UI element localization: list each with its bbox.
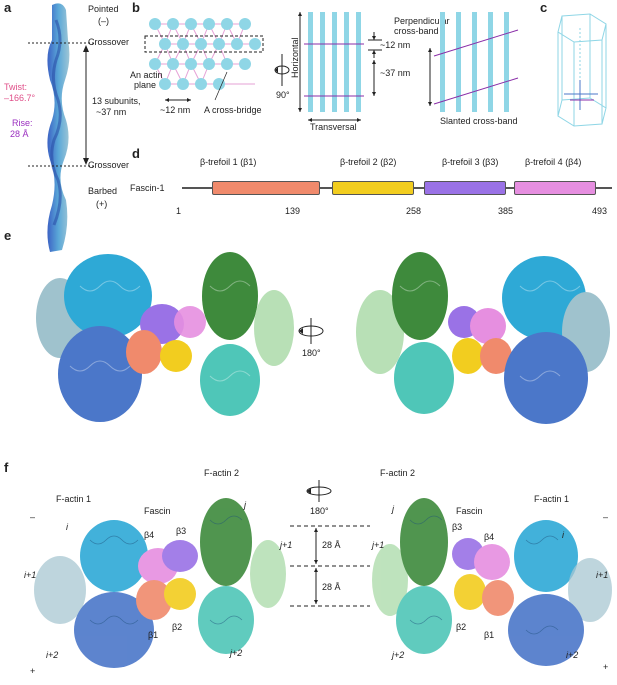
- twist-value: –166.7°: [4, 93, 36, 103]
- barbed-sign: (+): [96, 199, 108, 209]
- rotation-icon-f: [306, 480, 332, 502]
- rotation-90-label: 90°: [276, 90, 290, 100]
- rotation-180-f: 180°: [310, 506, 329, 516]
- minus-right: –: [603, 512, 609, 522]
- spacing-12nm-label: ~12 nm: [160, 105, 191, 115]
- panel-label-d: d: [132, 146, 140, 161]
- subunits-line1: 13 subunits,: [92, 96, 141, 106]
- rotation-icon-e: [298, 318, 324, 344]
- subunit-j2-right: j+2: [392, 650, 405, 660]
- rise-28-upper: 28 Å: [322, 540, 341, 550]
- perpendicular-label-1: Perpendicular: [394, 16, 450, 26]
- cryoem-density-right: [356, 252, 610, 424]
- minus-left: –: [30, 512, 36, 522]
- subunit-i2-right: i+2: [566, 650, 579, 660]
- pointed-label: Pointed: [88, 4, 119, 14]
- position-493: 493: [592, 206, 608, 216]
- plus-left: +: [30, 666, 36, 676]
- ribbon-structure-right: [372, 498, 612, 666]
- position-139: 139: [285, 206, 301, 216]
- dim-12nm-label: ~12 nm: [380, 40, 411, 50]
- fascin-left-label: Fascin: [144, 506, 171, 516]
- pointed-sign: (–): [98, 16, 109, 26]
- panel-label-b: b: [132, 0, 140, 15]
- subunit-i-left: i: [66, 522, 68, 532]
- rise-dimension-lines: [290, 525, 370, 607]
- subunit-j2-left: j+2: [230, 648, 243, 658]
- position-1: 1: [176, 206, 182, 216]
- domain-beta3: [424, 181, 506, 195]
- subunit-i-right: i: [562, 530, 564, 540]
- barbed-label: Barbed: [88, 186, 118, 196]
- beta4-left: β4: [144, 530, 155, 540]
- beta4-right: β4: [484, 532, 495, 542]
- domain-label-1: β-trefoil 1 (β1): [200, 157, 257, 167]
- subunit-i1-left: i+1: [24, 570, 37, 580]
- dimension-marks-b: [368, 32, 382, 96]
- panel-label-c: c: [540, 0, 548, 15]
- subunit-j-right: j: [392, 504, 394, 514]
- factin2-left-label: F-actin 2: [204, 468, 240, 478]
- rotation-icon-b: [274, 54, 290, 86]
- slanted-label: Slanted cross-band: [440, 116, 518, 126]
- position-258: 258: [406, 206, 422, 216]
- rise-28-lower: 28 Å: [322, 582, 341, 592]
- domain-beta4: [514, 181, 596, 195]
- subunits-line2: ~37 nm: [96, 107, 127, 117]
- beta1-right: β1: [484, 630, 495, 640]
- beta3-right: β3: [452, 522, 463, 532]
- lattice-diagram: [144, 18, 264, 102]
- subunit-j1-left: j+1: [280, 540, 293, 550]
- actin-plane-label-1: An actin: [130, 70, 163, 80]
- horizontal-label: Horizontal: [290, 37, 300, 78]
- domain-beta1: [212, 181, 320, 195]
- ribbon-structure-left: [34, 498, 286, 668]
- fascin-right-label: Fascin: [456, 506, 483, 516]
- filament-map-a: [47, 3, 70, 253]
- perpendicular-bundle: [298, 12, 364, 122]
- subunit-i2-left: i+2: [46, 650, 59, 660]
- panel-label-e: e: [4, 228, 12, 243]
- beta3-left: β3: [176, 526, 187, 536]
- rise-label: Rise:: [12, 118, 33, 128]
- beta1-left: β1: [148, 630, 159, 640]
- factin2-right-label: F-actin 2: [380, 468, 416, 478]
- rotation-180-e: 180°: [302, 348, 321, 358]
- factin1-left-label: F-actin 1: [56, 494, 92, 504]
- cross-bridge-label: A cross-bridge: [204, 105, 262, 115]
- domain-label-4: β-trefoil 4 (β4): [525, 157, 582, 167]
- beta2-left: β2: [172, 622, 183, 632]
- protein-label: Fascin-1: [130, 183, 165, 193]
- cryoem-density-left: [36, 252, 294, 422]
- actin-plane-label-2: plane: [134, 80, 157, 90]
- subunit-i1-right: i+1: [596, 570, 609, 580]
- dim-37nm-label: ~37 nm: [380, 68, 411, 78]
- perpendicular-label-2: cross-band: [394, 26, 439, 36]
- subunit-j1-right: j+1: [372, 540, 385, 550]
- subunit-j-left: j: [244, 500, 246, 510]
- crossover-bottom: Crossover: [88, 160, 130, 170]
- rise-value: 28 Å: [10, 129, 29, 139]
- crossover-top: Crossover: [88, 37, 130, 47]
- factin1-right-label: F-actin 1: [534, 494, 570, 504]
- panel-label-a: a: [4, 0, 12, 15]
- crossover-lines-a: [28, 42, 94, 167]
- domain-label-2: β-trefoil 2 (β2): [340, 157, 397, 167]
- transversal-label: Transversal: [310, 122, 357, 132]
- twist-label: Twist:: [4, 82, 28, 92]
- plus-right: +: [603, 662, 609, 672]
- domain-label-3: β-trefoil 3 (β3): [442, 157, 499, 167]
- beta2-right: β2: [456, 622, 467, 632]
- panel-label-f: f: [4, 460, 9, 475]
- hexagonal-bundle-diagram: [557, 13, 607, 127]
- position-385: 385: [498, 206, 514, 216]
- domain-beta2: [332, 181, 414, 195]
- slanted-bundle: [428, 12, 519, 112]
